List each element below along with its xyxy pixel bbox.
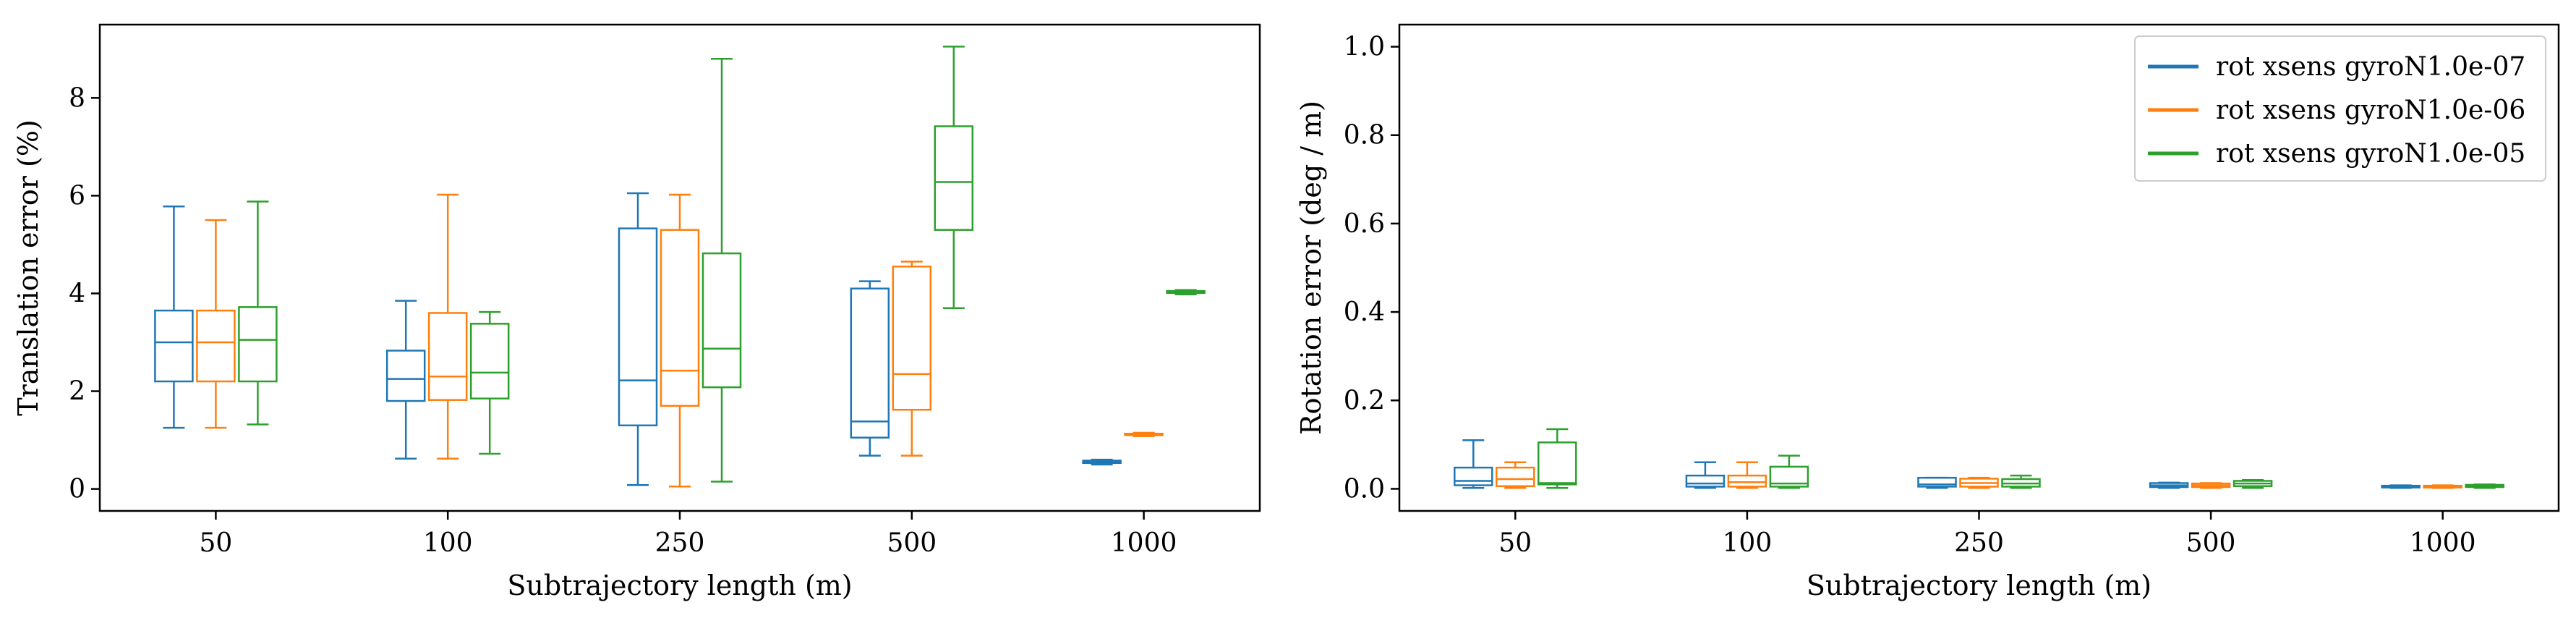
box-250-series-1 (1917, 476, 1957, 489)
box-1000-series-3 (2465, 483, 2504, 489)
y-tick-label: 0.4 (1344, 297, 1385, 327)
legend-frame (2134, 35, 2546, 182)
box-250-series-2 (660, 193, 700, 488)
y-tick-label: 0.2 (1344, 386, 1385, 415)
x-tick-label: 50 (199, 528, 232, 558)
y-tick-label: 1.0 (1344, 33, 1385, 62)
x-axis-label: Subtrajectory length (m) (1807, 570, 2151, 601)
rotation-error-panel: 0.0 0.2 0.4 0.6 0.8 1.0 50 100 250 500 1000 Subtraj… (1295, 23, 2560, 601)
box-1000-series-2 (1124, 431, 1164, 437)
box-500-series-3 (934, 46, 974, 309)
box-50-series-2 (196, 219, 236, 429)
iqr-box (618, 227, 658, 427)
y-tick-label: 8 (69, 83, 85, 113)
box-50-series-3 (238, 200, 278, 426)
iqr-box (196, 309, 236, 383)
iqr-box (892, 266, 932, 411)
iqr-box (1454, 466, 1493, 486)
box-250-series-3 (701, 58, 742, 483)
x-tick-label: 1000 (1111, 528, 1177, 558)
y-tick-label: 0.6 (1344, 209, 1385, 239)
box-250-series-1 (618, 192, 658, 486)
iqr-box (850, 287, 890, 439)
x-tick-label: 500 (2186, 528, 2236, 558)
box-100-series-1 (385, 300, 426, 460)
x-tick-label: 100 (1723, 528, 1773, 558)
y-tick-label: 4 (69, 279, 85, 308)
iqr-box (1496, 466, 1535, 488)
legend-label-1: rot xsens gyroN1.0e-07 (2216, 52, 2525, 82)
y-tick-label: 0.0 (1344, 474, 1385, 504)
iqr-box (934, 125, 974, 231)
box-1000-series-1 (2381, 484, 2421, 489)
box-100-series-3 (1769, 454, 1809, 489)
x-tick-label: 50 (1498, 528, 1532, 558)
iqr-box (469, 323, 510, 399)
iqr-box (154, 309, 194, 383)
iqr-box (1727, 474, 1767, 488)
box-500-series-1 (850, 280, 890, 457)
iqr-box (701, 252, 742, 389)
y-tick-label: 0 (69, 475, 85, 504)
x-tick-label: 250 (1954, 528, 2004, 558)
iqr-box (1769, 465, 1809, 488)
iqr-box (1917, 476, 1957, 488)
box-100-series-2 (427, 193, 468, 460)
iqr-box (1685, 474, 1726, 488)
x-tick-label: 250 (655, 528, 705, 558)
box-1000-series-2 (2423, 484, 2462, 489)
y-axis-label: Rotation error (deg / m) (1295, 101, 1327, 435)
box-50-series-1 (1454, 439, 1493, 489)
box-50-series-1 (154, 205, 194, 429)
iqr-box (385, 350, 426, 402)
iqr-box (660, 229, 700, 407)
box-500-series-3 (2232, 478, 2273, 489)
iqr-box (238, 306, 278, 383)
y-tick-label: 0.8 (1344, 121, 1385, 151)
legend-label-3: rot xsens gyroN1.0e-05 (2216, 139, 2525, 169)
translation-error-panel: 0 2 4 6 8 50 100 250 500 1000 Subtrajectory length… (12, 23, 1261, 601)
box-500-series-2 (2191, 482, 2231, 489)
box-50-series-2 (1496, 461, 1535, 489)
iqr-box (427, 312, 468, 401)
box-100-series-2 (1727, 461, 1767, 489)
box-250-series-3 (2001, 474, 2041, 489)
y-tick-label: 6 (69, 181, 85, 211)
legend-label-2: rot xsens gyroN1.0e-06 (2216, 96, 2525, 125)
box-100-series-3 (469, 310, 510, 455)
x-tick-label: 1000 (2410, 528, 2476, 558)
y-axis-label: Translation error (%) (12, 119, 44, 416)
iqr-box (1538, 441, 1577, 486)
y-tick-label: 2 (69, 377, 85, 407)
x-axis-label: Subtrajectory length (m) (507, 570, 852, 601)
x-tick-label: 500 (887, 528, 937, 558)
box-500-series-2 (892, 261, 932, 457)
x-tick-label: 100 (423, 528, 473, 558)
box-250-series-2 (1959, 476, 1999, 489)
box-50-series-3 (1538, 428, 1577, 489)
legend: rot xsens gyroN1.0e-07 rot xsens gyroN1.0… (2134, 35, 2546, 182)
box-500-series-1 (2149, 481, 2189, 489)
box-1000-series-1 (1082, 458, 1122, 466)
box-100-series-1 (1685, 461, 1726, 489)
box-1000-series-3 (1166, 289, 1206, 296)
